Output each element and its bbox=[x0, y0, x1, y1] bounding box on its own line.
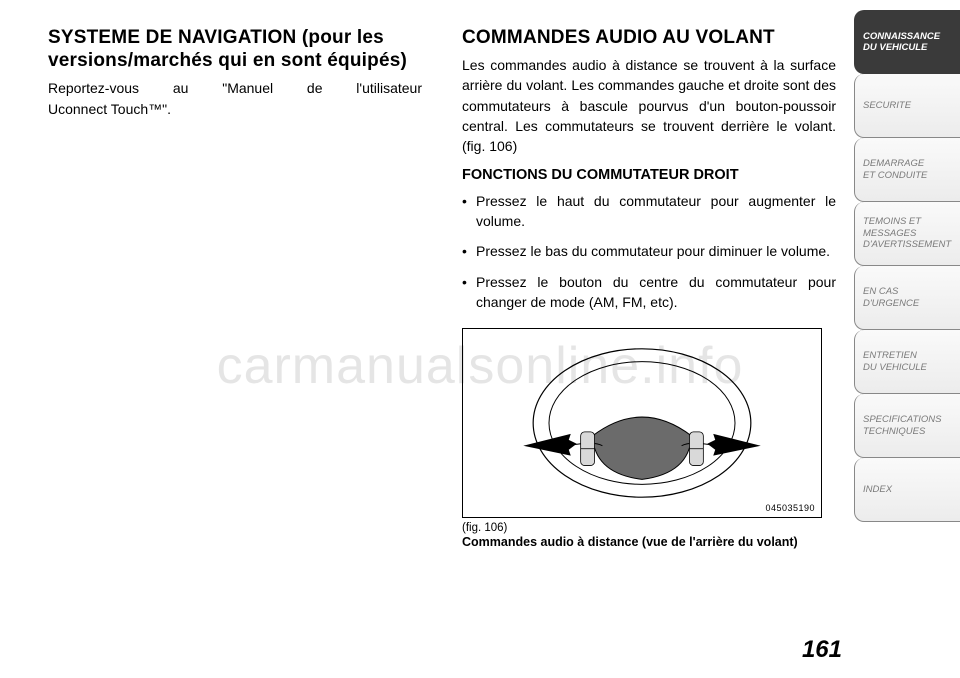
list-item: Pressez le bouton du centre du commutate… bbox=[462, 272, 836, 313]
nav-para-1: Reportez-vous au "Manuel de l'utilisateu… bbox=[48, 78, 422, 98]
sidebar-tabs: CONNAISSANCE DU VEHICULE SECURITE DEMARR… bbox=[854, 0, 960, 678]
tab-temoins[interactable]: TEMOINS ET MESSAGES D'AVERTISSEMENT bbox=[854, 202, 960, 266]
audio-sub1: FONCTIONS DU COMMUTATEUR DROIT bbox=[462, 167, 836, 183]
audio-heading: COMMANDES AUDIO AU VOLANT bbox=[462, 26, 836, 49]
left-column: SYSTEME DE NAVIGATION (pour les versions… bbox=[48, 26, 428, 678]
figure-caption-num: (fig. 106) bbox=[462, 522, 836, 534]
tab-index[interactable]: INDEX bbox=[854, 458, 960, 522]
body-word: Reportez-vous bbox=[48, 80, 139, 96]
tab-demarrage[interactable]: DEMARRAGE ET CONDUITE bbox=[854, 138, 960, 202]
figure-caption-text: Commandes audio à distance (vue de l'arr… bbox=[462, 535, 836, 549]
figure-code: 045035190 bbox=[765, 503, 815, 513]
list-item: Pressez le bas du commutateur pour dimin… bbox=[462, 241, 836, 261]
nav-heading: SYSTEME DE NAVIGATION (pour les versions… bbox=[48, 26, 422, 72]
body-word: "Manuel bbox=[222, 80, 273, 96]
tab-connaissance[interactable]: CONNAISSANCE DU VEHICULE bbox=[854, 10, 960, 74]
bullet-list: Pressez le haut du commutateur pour augm… bbox=[462, 191, 836, 312]
page-number: 161 bbox=[802, 636, 842, 664]
nav-para-1b: Uconnect Touch™". bbox=[48, 99, 422, 119]
list-item: Pressez le haut du commutateur pour augm… bbox=[462, 191, 836, 232]
tab-specifications[interactable]: SPECIFICATIONS TECHNIQUES bbox=[854, 394, 960, 458]
audio-para-1: Les commandes audio à distance se trouve… bbox=[462, 55, 836, 156]
figure-106: 045035190 (fig. 106) Commandes audio à d… bbox=[462, 328, 836, 549]
figure-box: 045035190 bbox=[462, 328, 822, 518]
tab-urgence[interactable]: EN CAS D'URGENCE bbox=[854, 266, 960, 330]
page: SYSTEME DE NAVIGATION (pour les versions… bbox=[0, 0, 960, 678]
content-area: SYSTEME DE NAVIGATION (pour les versions… bbox=[0, 0, 854, 678]
body-word: l'utilisateur bbox=[356, 80, 422, 96]
tab-securite[interactable]: SECURITE bbox=[854, 74, 960, 138]
right-column: COMMANDES AUDIO AU VOLANT Les commandes … bbox=[456, 26, 836, 678]
steering-wheel-icon bbox=[463, 329, 821, 517]
tab-entretien[interactable]: ENTRETIEN DU VEHICULE bbox=[854, 330, 960, 394]
body-word: de bbox=[307, 80, 323, 96]
body-word: au bbox=[173, 80, 189, 96]
